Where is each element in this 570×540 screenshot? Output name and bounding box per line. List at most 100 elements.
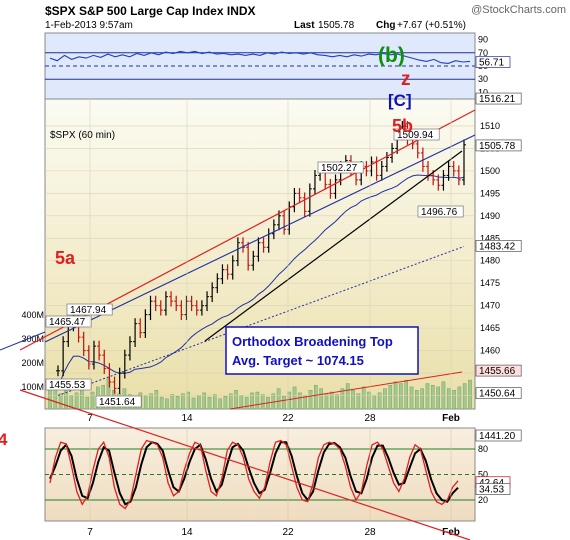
volume-bar [425,383,430,410]
volume-bar [462,383,467,410]
rsi-tick-90: 90 [478,35,488,45]
stoch-tick-50: 50 [478,470,488,480]
slow-moving-average-line [57,246,465,396]
volume-bar [154,390,159,410]
price-tick-1470: 1470 [480,301,500,311]
volume-bar [143,395,148,410]
stoch-slow-line [49,441,459,506]
price-annotation-1465.47: 1465.47 [49,317,86,328]
volume-bar [324,393,329,410]
stoch-xtick-7: 7 [87,527,93,538]
rsi-value-tag: 56.71 [479,58,504,69]
volume-bar [314,385,318,410]
volume-bar [218,398,222,410]
wave-5a-label: 5a [55,248,76,268]
rsi-layer: 907050301056.71 [45,35,511,97]
price-annotation-1465.47-box [45,315,92,328]
volume-bar [207,396,212,410]
volume-bar [430,385,435,410]
volume-bar [260,394,265,410]
last-value: 1505.78 [318,20,355,31]
wave-4-label: 4 [0,430,8,449]
volume-bar [58,393,63,410]
volume-bar [377,392,382,410]
price-tick-1465: 1465 [480,323,500,333]
date-time: 1-Feb-2013 9:57am [45,20,133,31]
stoch-tag-1441: 1441.20 [479,431,516,442]
right-tag-1516.21: 1516.21 [479,94,516,105]
stoch-tag-1441-box [475,429,522,442]
lower-red-trendline [229,371,463,410]
volume-bar [457,386,462,410]
volume-bar [197,395,201,410]
price-annotation-1455.53-box [45,378,92,391]
blue-line-extension [0,331,46,351]
volume-bar [106,378,111,410]
volume-bar [213,394,217,410]
rsi-value-tag-box [475,56,511,68]
chg-value: +7.67 (+0.51%) [397,20,466,31]
overlay-layer [0,331,471,540]
price-xtick-22: 22 [282,413,294,424]
price-tick-1460: 1460 [480,346,500,356]
price-tick-1475: 1475 [480,278,500,288]
stoch-tag-fast: 42.64 [479,478,504,489]
stoch-tag-slow-box [475,483,511,495]
right-tag-1483.42-box [475,240,522,252]
volume-bar [234,390,238,410]
price-tick-1510: 1510 [480,121,500,131]
volume-tick-300M: 300M [21,334,44,344]
right-tag-1516.21-box [475,92,522,105]
price-annotation-1502.27-box [317,161,364,174]
price-tick-1500: 1500 [480,166,500,176]
volume-bar [276,388,281,410]
volume-bar [383,388,387,410]
rsi-tick-10: 10 [478,87,488,97]
price-annotation-1467.94-box [66,303,113,316]
price-annotation-1509.94-box [393,128,440,141]
price-xtick-7: 7 [87,413,93,424]
price-layer: 400M300M200M100M151015051500149514901485… [19,92,522,424]
price-xtick-28: 28 [364,413,376,424]
volume-bar [415,390,419,410]
stoch-tick-80: 80 [478,444,488,454]
volume-bar [361,386,366,410]
volume-bar [228,393,233,410]
volume-tick-100M: 100M [21,382,44,392]
last-label: Last [294,20,315,31]
volume-bar [191,397,196,410]
volume-bar [282,396,286,410]
price-xtick-Feb: Feb [442,413,460,424]
volume-bar [388,385,393,410]
moving-average-line [57,174,465,389]
stoch-xtick-22: 22 [282,527,294,538]
volume-bar [175,396,180,410]
volume-bar [292,386,297,410]
volume-bar [287,391,292,410]
stoch-fast-line [49,439,459,510]
price-annotation-1496.76: 1496.76 [421,207,458,218]
last-quote: Last 1505.78 Chg +7.67 (+0.51%) [294,20,466,31]
price-annotation-1502.27: 1502.27 [321,163,358,174]
pattern-target: Avg. Target ~ 1074.15 [232,353,364,368]
price-annotation-1451.64: 1451.64 [99,397,136,408]
wave-z-label: z [401,69,411,90]
volume-tick-200M: 200M [21,358,44,368]
volume-bar [367,391,371,410]
right-tag-1450.64-box [475,387,522,399]
upper-blue-trendline [44,134,476,343]
volume-bar [409,386,414,410]
volume-bar [255,391,260,410]
pattern-callout: Orthodox Broadening Top Avg. Target ~ 10… [225,326,419,375]
volume-bar [340,388,345,410]
rsi-line [49,50,471,64]
price-tick-1480: 1480 [480,256,500,266]
volume-bar [356,393,361,410]
volume-bar [399,383,403,410]
stoch-tick-20: 20 [478,495,488,505]
price-annotation-1509.94: 1509.94 [397,130,434,141]
price-tick-1495: 1495 [480,188,500,198]
chg-label: Chg [376,20,395,31]
